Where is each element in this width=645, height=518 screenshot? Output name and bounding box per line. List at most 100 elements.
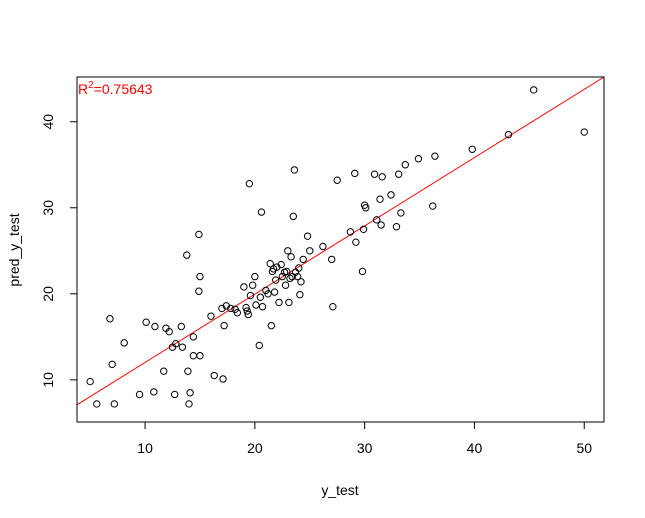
data-point	[359, 225, 368, 233]
data-point	[373, 216, 381, 224]
data-point	[220, 321, 228, 330]
data-point	[283, 267, 291, 276]
data-point	[210, 371, 218, 380]
x-tick-label: 40	[467, 440, 483, 456]
data-point	[207, 312, 215, 320]
data-point	[106, 315, 114, 323]
r-squared-superscript: 2	[88, 80, 94, 91]
data-point	[306, 247, 314, 255]
data-point	[328, 255, 336, 264]
data-point	[184, 367, 192, 375]
data-point	[245, 179, 254, 188]
data-point	[414, 155, 423, 163]
data-point	[108, 360, 116, 369]
data-point	[303, 232, 312, 240]
data-point	[392, 223, 401, 231]
data-point	[376, 195, 384, 203]
data-point	[468, 145, 476, 153]
data-point	[293, 272, 302, 281]
data-point	[362, 204, 370, 212]
data-point	[289, 212, 297, 221]
data-point	[352, 238, 360, 246]
data-point	[429, 202, 437, 210]
data-point	[243, 307, 251, 315]
data-point	[431, 152, 439, 160]
data-point	[333, 176, 341, 184]
x-axis-label: y_test	[321, 482, 358, 498]
data-point	[358, 267, 367, 276]
data-point	[160, 367, 168, 375]
data-point	[277, 260, 285, 269]
x-tick-label: 10	[137, 440, 153, 456]
data-point	[150, 388, 158, 396]
data-point	[258, 303, 267, 311]
data-point	[185, 400, 193, 408]
data-point	[248, 281, 257, 289]
y-tick-label: 10	[40, 372, 56, 388]
data-point	[93, 400, 101, 408]
data-point	[186, 389, 194, 397]
data-point	[285, 298, 293, 307]
data-point	[135, 390, 144, 399]
data-point	[219, 375, 227, 383]
y-axis: 10 20 30 40	[40, 114, 77, 388]
r-squared-value: =0.75643	[94, 81, 153, 97]
r-squared-symbol: R	[78, 81, 88, 97]
data-point	[178, 343, 187, 351]
data-point	[242, 303, 250, 312]
data-point	[295, 264, 303, 272]
data-point	[319, 242, 327, 251]
data-point	[504, 130, 513, 139]
x-tick-label: 50	[576, 440, 592, 456]
data-point	[296, 290, 304, 299]
data-point	[195, 287, 203, 295]
data-point	[286, 274, 294, 283]
data-point	[272, 276, 280, 284]
data-point	[401, 161, 409, 169]
data-point	[240, 283, 248, 291]
data-point	[183, 251, 191, 259]
y-tick-label: 30	[40, 200, 56, 216]
data-point	[264, 290, 272, 298]
data-point	[120, 339, 128, 347]
data-point	[110, 400, 119, 408]
data-point	[195, 230, 203, 239]
y-tick-label: 20	[40, 286, 56, 302]
data-point	[378, 173, 386, 181]
data-point	[189, 352, 198, 360]
data-point	[370, 170, 379, 178]
data-point	[299, 255, 307, 264]
data-point	[270, 288, 279, 296]
data-point	[284, 247, 292, 255]
data-point	[290, 166, 299, 174]
data-point	[281, 281, 290, 289]
data-point	[287, 253, 295, 261]
data-point	[397, 209, 405, 217]
data-point	[165, 327, 173, 336]
data-point	[256, 293, 265, 301]
data-point	[329, 303, 337, 311]
data-point	[151, 322, 159, 331]
data-point	[257, 208, 266, 216]
y-axis-label: pred_y_test	[6, 213, 22, 286]
data-point	[142, 318, 150, 326]
y-tick-label: 40	[40, 114, 56, 130]
data-point	[275, 298, 283, 307]
x-tick-label: 20	[247, 440, 263, 456]
data-point	[172, 340, 180, 348]
data-point	[266, 259, 274, 268]
data-point	[252, 301, 260, 309]
data-point	[387, 191, 395, 199]
data-point	[377, 221, 385, 229]
data-point	[86, 377, 94, 386]
data-point	[227, 304, 235, 313]
data-point	[297, 278, 305, 286]
r-squared-annotation: R2=0.75643	[78, 80, 153, 97]
data-point	[251, 272, 259, 281]
data-point	[278, 272, 287, 281]
x-tick-label: 30	[357, 440, 373, 456]
regression-line	[76, 76, 605, 406]
data-point	[189, 333, 198, 341]
data-point	[394, 170, 403, 178]
